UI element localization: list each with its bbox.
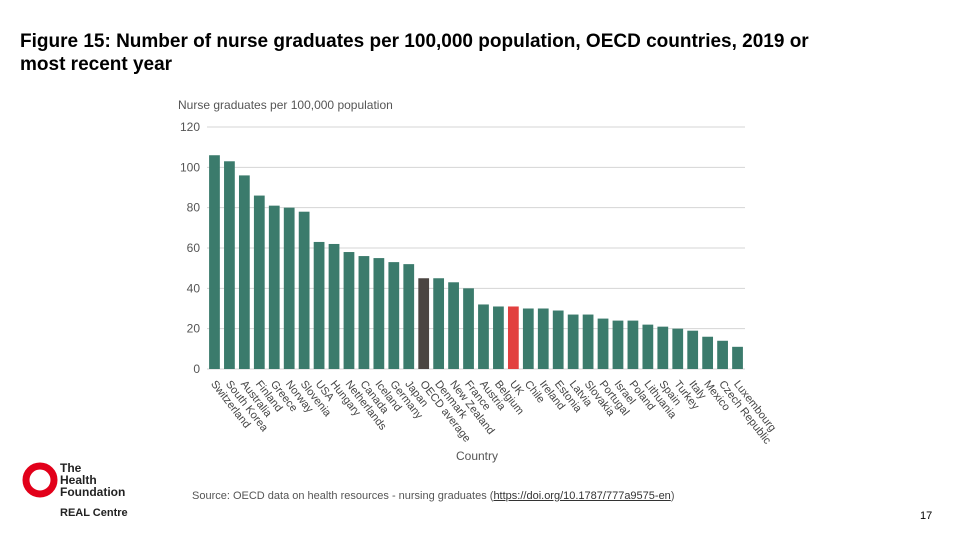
bar <box>672 328 684 369</box>
bar <box>717 340 728 369</box>
bar <box>358 256 370 369</box>
x-axis-label: Country <box>456 449 498 463</box>
bar <box>612 320 624 369</box>
bar <box>433 278 445 369</box>
page-number: 17 <box>920 510 933 522</box>
y-tick-label: 80 <box>187 201 201 215</box>
y-tick-label: 100 <box>180 160 200 174</box>
source-text: ) <box>670 490 675 502</box>
y-tick-label: 0 <box>193 362 200 376</box>
logo-text: Foundation <box>60 485 125 499</box>
bar <box>582 314 594 369</box>
bar <box>567 314 579 369</box>
y-tick-label: 20 <box>187 322 201 336</box>
bar <box>418 278 430 369</box>
bar <box>283 207 295 369</box>
bar <box>403 264 415 369</box>
y-tick-label: 40 <box>187 281 201 295</box>
logo-subtext: REAL Centre <box>60 507 128 519</box>
bar <box>463 288 474 369</box>
logo-text: Health <box>60 473 97 487</box>
bar <box>313 241 325 369</box>
bar <box>343 252 355 369</box>
bar <box>388 262 400 369</box>
bar <box>478 304 489 369</box>
logo-text: The <box>60 461 82 475</box>
bar <box>373 258 385 369</box>
source-link[interactable]: https://doi.org/10.1787/777a9575-en <box>493 490 671 502</box>
bar <box>268 205 280 369</box>
bar <box>642 324 654 369</box>
bar <box>537 308 549 369</box>
source-note: Source: OECD data on health resources - … <box>192 490 674 502</box>
bar <box>448 282 459 369</box>
bar <box>507 306 519 369</box>
bar <box>687 330 699 369</box>
bar <box>253 195 265 369</box>
bar <box>597 318 609 369</box>
logo-icon <box>22 462 58 498</box>
source-text: Source: OECD data on health resources - … <box>192 490 494 502</box>
bar <box>732 346 743 369</box>
bar <box>238 175 250 369</box>
bar <box>298 211 310 369</box>
page-title: Figure 15: Number of nurse graduates per… <box>20 31 809 75</box>
bar <box>209 155 220 369</box>
logo: The Health Foundation REAL Centre <box>22 461 128 519</box>
y-axis-label: Nurse graduates per 100,000 population <box>178 98 393 112</box>
bar <box>627 320 639 369</box>
bar <box>493 306 504 369</box>
y-tick-label: 60 <box>187 241 201 255</box>
bar <box>702 336 714 369</box>
bar <box>657 326 669 369</box>
bar <box>552 310 564 369</box>
bar <box>522 308 534 369</box>
y-tick-label: 120 <box>180 120 200 134</box>
bar <box>328 243 340 369</box>
bar <box>224 161 235 369</box>
